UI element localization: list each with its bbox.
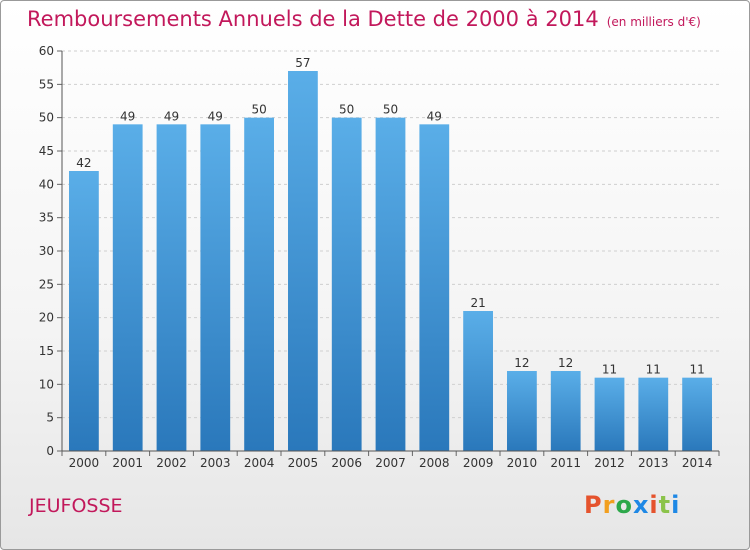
logo-letter: r (602, 491, 616, 519)
bars (69, 71, 712, 452)
bar (463, 311, 493, 451)
x-tick-label: 2003 (200, 456, 231, 470)
chart-title: Remboursements Annuels de la Dette de 20… (27, 7, 701, 31)
value-label: 11 (689, 363, 704, 377)
logo-letter: P (584, 491, 603, 519)
value-label: 49 (208, 109, 223, 123)
x-tick-label: 2010 (507, 456, 538, 470)
y-tick-label: 25 (39, 277, 54, 291)
logo-letter: t (658, 491, 672, 519)
bar (156, 124, 187, 451)
y-tick-label: 55 (39, 77, 54, 91)
bar (594, 377, 625, 451)
bar (69, 171, 99, 451)
logo-letter: i (649, 491, 659, 519)
bar (419, 124, 450, 451)
bar (682, 377, 712, 451)
logo-letter: i (671, 491, 681, 519)
x-tick-label: 2013 (638, 456, 669, 470)
proxiti-logo: Proxiti (584, 491, 680, 519)
value-label: 11 (646, 363, 661, 377)
value-label: 21 (470, 296, 485, 310)
y-tick-label: 45 (39, 144, 54, 158)
chart-title-unit: (en milliers d'€) (606, 15, 701, 29)
y-tick-label: 60 (39, 44, 54, 58)
bar (112, 124, 143, 451)
y-tick-label: 10 (39, 377, 54, 391)
value-label: 50 (339, 103, 354, 117)
value-label: 57 (295, 56, 310, 70)
value-label: 42 (76, 156, 91, 170)
x-tick-label: 2000 (69, 456, 100, 470)
x-tick-label: 2007 (375, 456, 406, 470)
bar (507, 371, 537, 451)
labels: 0 5 10 15 20 25 30 35 40 45 50 55 60 42 2000 49 2001 49 20… (39, 44, 713, 470)
y-tick-label: 50 (39, 111, 54, 125)
bar (288, 71, 318, 451)
x-tick-label: 2002 (156, 456, 187, 470)
x-tick-label: 2011 (550, 456, 581, 470)
value-label: 11 (602, 363, 617, 377)
x-tick-label: 2004 (244, 456, 275, 470)
bar (550, 371, 581, 451)
y-tick-label: 15 (39, 344, 54, 358)
x-tick-label: 2012 (594, 456, 625, 470)
value-label: 49 (427, 109, 442, 123)
bar (375, 117, 406, 452)
chart-title-main: Remboursements Annuels de la Dette de 20… (27, 7, 599, 31)
y-tick-label: 35 (39, 211, 54, 225)
commune-name: JEUFOSSE (29, 495, 123, 517)
x-tick-label: 2005 (288, 456, 319, 470)
x-tick-label: 2008 (419, 456, 450, 470)
x-tick-label: 2001 (112, 456, 143, 470)
logo-letter: x (632, 491, 650, 519)
value-label: 50 (383, 103, 398, 117)
y-tick-label: 0 (46, 444, 54, 458)
x-tick-label: 2014 (682, 456, 713, 470)
logo-letter: o (615, 491, 633, 519)
value-label: 49 (164, 109, 179, 123)
y-tick-label: 40 (39, 177, 54, 191)
bar (244, 117, 274, 452)
value-label: 12 (514, 356, 529, 370)
bar (331, 117, 362, 452)
x-tick-label: 2009 (463, 456, 494, 470)
value-label: 49 (120, 109, 135, 123)
value-label: 12 (558, 356, 573, 370)
y-tick-label: 30 (39, 244, 54, 258)
bar (200, 124, 231, 451)
value-label: 50 (251, 103, 266, 117)
axes (57, 50, 720, 456)
x-tick-label: 2006 (331, 456, 362, 470)
y-tick-label: 20 (39, 311, 54, 325)
y-tick-label: 5 (46, 411, 54, 425)
bar (638, 377, 669, 451)
